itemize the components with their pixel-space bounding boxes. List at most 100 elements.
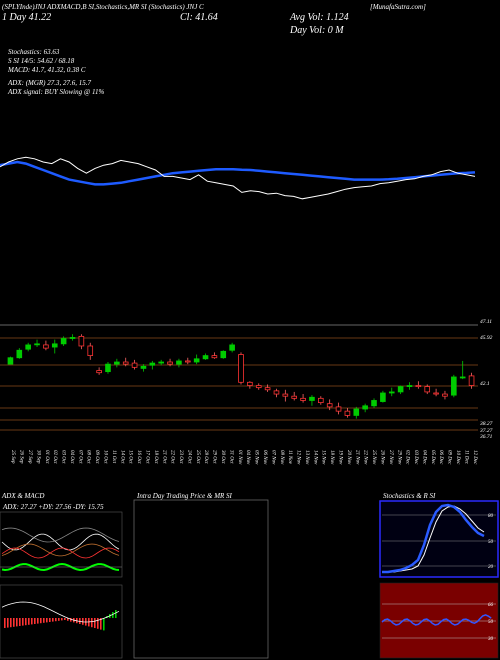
si-readout: S SI 14/5: 54.62 / 68.18 <box>8 57 75 65</box>
moving-average-line <box>0 160 476 186</box>
macd-histogram-bar <box>7 618 9 628</box>
header-source: [MunafaSutra.com] <box>370 3 426 11</box>
candle-body <box>362 405 368 410</box>
candle-body <box>380 392 386 402</box>
date-label: 19 Nov <box>338 450 343 465</box>
date-label: 15 Nov <box>321 450 326 465</box>
date-label: 29 Nov <box>396 450 401 465</box>
price-axis-label: 45.92 <box>480 334 493 341</box>
date-label: 05 Nov <box>254 450 259 465</box>
date-label: 20 Nov <box>346 450 351 465</box>
date-label: 11 Oct <box>111 450 116 464</box>
candle-body <box>291 395 298 399</box>
candle-body <box>388 391 395 394</box>
price-line <box>0 156 476 200</box>
date-label: 30 Sep <box>35 450 40 464</box>
macd-histogram-bar <box>55 618 57 622</box>
macd-histogram-bar <box>28 618 30 625</box>
date-label: 12 Nov <box>296 450 301 465</box>
price-axis-label: 38.27 <box>479 421 493 427</box>
candle-body <box>114 361 120 365</box>
candle-body <box>255 385 262 389</box>
macd-histogram-bar <box>19 618 21 626</box>
day-line: 1 Day 41.22 <box>2 12 52 23</box>
stochastics-panel-title: Stochastics & R SI <box>383 492 436 500</box>
stochastics-level-label: 20 <box>488 565 494 570</box>
date-label: 10 Dec <box>455 450 460 465</box>
date-label: 17 Oct <box>144 450 149 464</box>
date-label: 16 Oct <box>136 450 141 464</box>
date-label: 21 Nov <box>354 450 359 465</box>
date-label: 01 Nov <box>237 450 242 465</box>
header-title: (SPLYInde)JNJ ADXMACD,B SI,Stochastics,M… <box>2 3 204 11</box>
candle-body <box>96 370 102 374</box>
macd-line <box>1 601 120 623</box>
date-label: 11 Nov <box>287 450 292 465</box>
date-label: 26 Sep <box>19 450 24 464</box>
candle-body <box>300 397 306 401</box>
date-label: 14 Nov <box>312 450 317 465</box>
macd-histogram-bar <box>61 618 63 621</box>
macd-histogram-bar <box>79 618 81 624</box>
day-volume: Day Vol: 0 M <box>290 25 344 36</box>
rsi-level-label: 30 <box>488 637 494 642</box>
candle-body <box>149 362 156 366</box>
date-label: 29 Oct <box>212 450 217 464</box>
date-label: 30 Oct <box>220 450 225 464</box>
macd-histogram-bar <box>13 618 15 627</box>
date-label: 08 Nov <box>279 450 284 465</box>
date-label: 10 Oct <box>103 450 108 464</box>
candle-body <box>202 355 209 360</box>
macd-histogram-bar <box>115 610 117 618</box>
candle-body <box>344 410 351 416</box>
date-label: 23 Oct <box>178 450 183 464</box>
date-label: 25 Oct <box>195 450 200 464</box>
date-label: 07 Nov <box>270 450 275 465</box>
date-label: 22 Nov <box>363 450 368 465</box>
stochastics-panel <box>379 500 499 578</box>
macd-histogram-bar <box>40 618 42 624</box>
price-axis-label: 42.1 <box>480 380 490 387</box>
candle-body <box>309 396 315 401</box>
macd-histogram-bar <box>43 618 45 623</box>
date-label: 02 Oct <box>52 450 57 464</box>
candle-body <box>34 343 40 346</box>
adx-series-line <box>1 543 120 557</box>
candle-body <box>424 386 431 393</box>
adx-panel <box>0 511 123 578</box>
candle-body <box>105 363 111 373</box>
macd-histogram-bar <box>64 618 66 620</box>
candle-body <box>247 381 253 386</box>
avg-volume: Avg Vol: 1.124 <box>290 12 349 23</box>
candle-body <box>459 376 466 379</box>
candle-body <box>167 361 173 365</box>
candle-body <box>282 393 289 397</box>
candle-body <box>25 344 31 350</box>
adx-series-line <box>1 533 120 551</box>
macd-histogram-bar <box>16 618 18 627</box>
candle-body <box>468 375 475 386</box>
candle-body <box>415 385 422 387</box>
macd-histogram-bar <box>22 618 24 626</box>
adx-series-line <box>1 547 120 559</box>
date-label: 04 Oct <box>69 450 74 464</box>
candle-body <box>158 361 164 364</box>
date-label: 25 Sep <box>10 450 15 464</box>
date-label: 02 Dec <box>405 450 410 465</box>
date-label: 06 Nov <box>262 450 267 465</box>
price-axis-label: 37.27 <box>479 428 493 434</box>
candle-body <box>131 362 138 368</box>
candle-body <box>7 357 14 365</box>
macd-readout: MACD: 41.7, 41.32, 0.38 C <box>8 66 86 74</box>
date-label: 26 Nov <box>379 450 384 465</box>
macd-histogram-bar <box>4 618 6 628</box>
macd-histogram-bar <box>112 612 114 618</box>
macd-histogram-bar <box>82 618 84 625</box>
candle-body <box>78 335 85 347</box>
intraday-panel <box>133 499 269 659</box>
date-label: 28 Oct <box>203 450 208 464</box>
date-label: 04 Nov <box>245 450 250 465</box>
candle-body <box>69 337 76 339</box>
macd-histogram-bar <box>100 618 102 630</box>
adx-series-line <box>1 527 120 543</box>
